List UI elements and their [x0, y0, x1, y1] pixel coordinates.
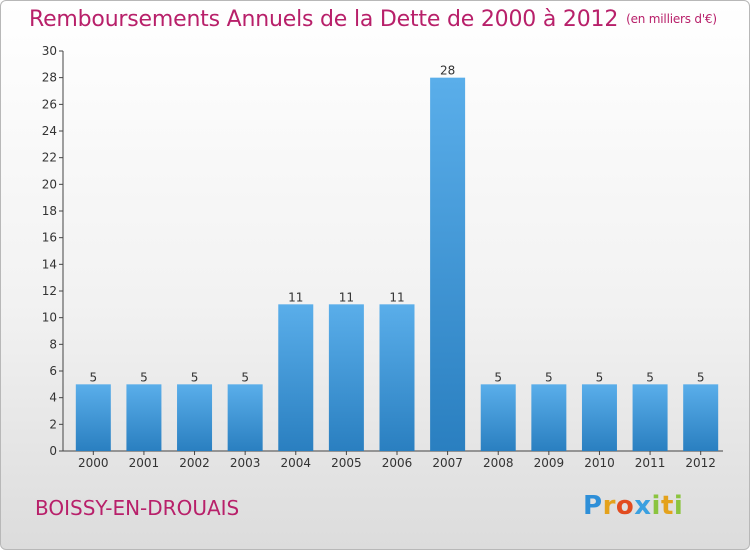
- y-tick-label: 14: [42, 257, 57, 271]
- y-tick-label: 4: [49, 391, 57, 405]
- x-tick-label-2007: 2007: [432, 456, 463, 470]
- value-label-2011: 5: [646, 370, 654, 384]
- x-tick-label-2008: 2008: [483, 456, 514, 470]
- bar-2011: [632, 384, 668, 451]
- y-tick-label: 12: [42, 284, 57, 298]
- y-tick-label: 6: [49, 364, 57, 378]
- y-tick-label: 20: [42, 177, 57, 191]
- y-tick-label: 30: [42, 44, 57, 58]
- value-label-2004: 11: [288, 290, 303, 304]
- chart-title: Remboursements Annuels de la Dette de 20…: [29, 7, 717, 32]
- y-tick-label: 26: [42, 97, 57, 111]
- bar-2002: [177, 384, 213, 451]
- bar-2001: [126, 384, 162, 451]
- bar-2012: [683, 384, 719, 451]
- bar-2003: [227, 384, 263, 451]
- x-tick-label-2002: 2002: [179, 456, 210, 470]
- value-label-2002: 5: [191, 370, 199, 384]
- x-tick-label-2009: 2009: [534, 456, 565, 470]
- y-tick-label: 24: [42, 124, 57, 138]
- x-tick-label-2004: 2004: [280, 456, 311, 470]
- y-tick-label: 10: [42, 311, 57, 325]
- bar-2005: [328, 304, 364, 451]
- y-tick-label: 8: [49, 337, 57, 351]
- x-tick-label-2000: 2000: [78, 456, 109, 470]
- bar-2004: [278, 304, 314, 451]
- y-tick-label: 0: [49, 444, 57, 458]
- commune-name: BOISSY-EN-DROUAIS: [35, 496, 240, 520]
- x-tick-label-2003: 2003: [230, 456, 261, 470]
- x-tick-label-2011: 2011: [635, 456, 666, 470]
- proxiti-logo: Proxiti: [583, 491, 684, 521]
- y-tick-label: 22: [42, 151, 57, 165]
- value-label-2001: 5: [140, 370, 148, 384]
- y-tick-label: 16: [42, 231, 57, 245]
- x-tick-label-2012: 2012: [685, 456, 716, 470]
- value-label-2008: 5: [494, 370, 502, 384]
- y-tick-label: 18: [42, 204, 57, 218]
- value-label-2009: 5: [545, 370, 553, 384]
- x-tick-label-2005: 2005: [331, 456, 362, 470]
- y-tick-label: 28: [42, 71, 57, 85]
- value-label-2005: 11: [339, 290, 354, 304]
- bar-2000: [75, 384, 111, 451]
- value-label-2003: 5: [241, 370, 249, 384]
- bar-2010: [581, 384, 617, 451]
- value-label-2007: 28: [440, 64, 455, 78]
- bar-2007: [430, 77, 466, 452]
- chart-title-text: Remboursements Annuels de la Dette de 20…: [29, 7, 619, 32]
- x-tick-label-2006: 2006: [382, 456, 413, 470]
- x-tick-label-2010: 2010: [584, 456, 615, 470]
- bar-2009: [531, 384, 567, 451]
- bar-2008: [480, 384, 516, 451]
- bar-2006: [379, 304, 415, 451]
- value-label-2000: 5: [89, 370, 97, 384]
- value-label-2006: 11: [389, 290, 404, 304]
- chart-labels: 2000 5 2001 5 2002 5 2003 5 2004 11 2005 11 2006 11 20…: [78, 64, 716, 470]
- value-label-2012: 5: [697, 370, 705, 384]
- value-label-2010: 5: [596, 370, 604, 384]
- chart-unit: (en milliers d'€): [626, 12, 717, 26]
- y-tick-label: 2: [49, 417, 57, 431]
- x-tick-label-2001: 2001: [129, 456, 160, 470]
- chart-bars: [75, 77, 719, 452]
